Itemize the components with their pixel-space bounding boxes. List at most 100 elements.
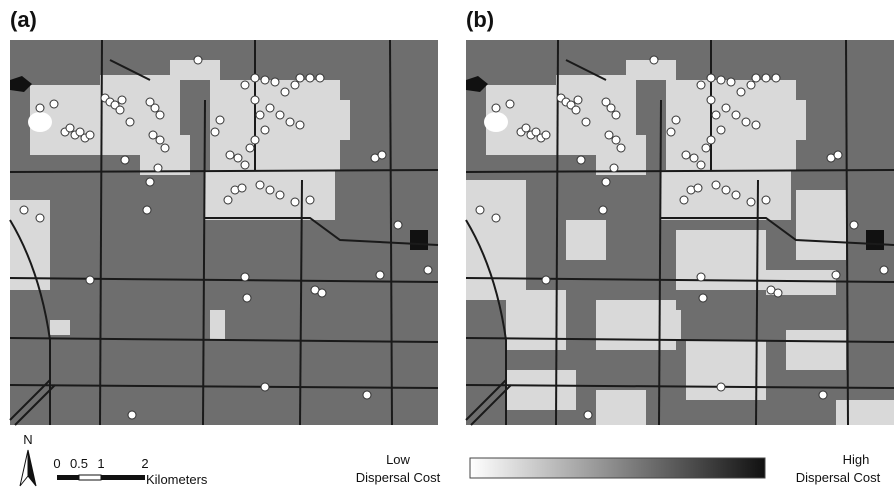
road <box>389 39 393 426</box>
sample-site <box>270 77 280 87</box>
sample-site <box>240 272 250 282</box>
sample-site <box>849 220 859 230</box>
low-cost-patch <box>10 200 50 290</box>
gradient-bar <box>469 457 766 479</box>
sample-site <box>833 150 843 160</box>
map-panel <box>465 39 894 426</box>
sample-site <box>531 127 541 137</box>
low-cost-patch <box>170 60 220 80</box>
road <box>465 384 894 389</box>
sample-site <box>127 410 137 420</box>
legend-low: Dispersal Cost <box>356 470 441 485</box>
north-label: N <box>23 432 32 447</box>
sample-site <box>771 73 781 83</box>
road <box>9 169 439 173</box>
sample-site <box>153 163 163 173</box>
sample-site <box>711 180 721 190</box>
sample-site <box>393 220 403 230</box>
sample-site <box>761 73 771 83</box>
sample-site <box>831 270 841 280</box>
map-panel <box>9 39 439 426</box>
low-cost-patch <box>596 300 676 350</box>
low-cost-patch <box>796 190 846 260</box>
sample-site <box>601 97 611 107</box>
low-cost-patch <box>310 100 350 140</box>
road <box>205 217 439 246</box>
sample-site <box>245 143 255 153</box>
road <box>555 39 559 426</box>
sample-site <box>681 150 691 160</box>
road <box>109 59 151 81</box>
sample-site <box>85 275 95 285</box>
legend-low: Low <box>386 452 410 467</box>
sample-site <box>223 195 233 205</box>
sample-site <box>541 275 551 285</box>
sample-site <box>295 120 305 130</box>
sample-site <box>215 115 225 125</box>
low-cost-patch <box>836 400 894 425</box>
road <box>465 337 894 343</box>
sample-site <box>210 127 220 137</box>
lake <box>484 112 508 132</box>
sample-site <box>773 288 783 298</box>
sample-site <box>751 120 761 130</box>
sample-site <box>731 190 741 200</box>
sample-site <box>716 125 726 135</box>
panel-label: (a) <box>10 7 37 32</box>
road <box>465 219 507 425</box>
sample-site <box>305 73 315 83</box>
road <box>299 179 303 426</box>
sample-site <box>573 95 583 105</box>
sample-site <box>666 127 676 137</box>
sample-site <box>746 80 756 90</box>
legend-high: Dispersal Cost <box>796 470 881 485</box>
sample-site <box>290 197 300 207</box>
low-cost-patch <box>506 370 576 410</box>
low-cost-patch <box>205 170 335 220</box>
sample-site <box>317 288 327 298</box>
sample-site <box>541 130 551 140</box>
sample-site <box>746 197 756 207</box>
sample-site <box>150 103 160 113</box>
sample-site <box>250 95 260 105</box>
road <box>565 59 607 81</box>
north-arrow: N <box>19 432 37 487</box>
road <box>9 219 51 425</box>
sample-site <box>225 150 235 160</box>
sample-site <box>193 55 203 65</box>
low-cost-patch <box>140 135 190 175</box>
sample-site <box>696 160 706 170</box>
low-cost-patch <box>466 180 526 300</box>
low-cost-patch <box>596 135 646 175</box>
sample-site <box>120 155 130 165</box>
sample-site <box>155 110 165 120</box>
sample-site <box>583 410 593 420</box>
sample-site <box>611 110 621 120</box>
low-cost-patch <box>566 220 606 260</box>
road <box>658 99 662 426</box>
sample-site <box>576 155 586 165</box>
sample-site <box>706 95 716 105</box>
sample-site <box>155 135 165 145</box>
sample-site <box>125 117 135 127</box>
sample-site <box>148 130 158 140</box>
sample-site <box>505 99 515 109</box>
sample-site <box>75 127 85 137</box>
sample-site <box>142 205 152 215</box>
sample-site <box>601 177 611 187</box>
sample-site <box>242 293 252 303</box>
sample-site <box>696 272 706 282</box>
sample-site <box>65 123 75 133</box>
sample-site <box>571 105 581 115</box>
low-cost-patch <box>626 60 676 80</box>
sample-site <box>377 150 387 160</box>
road <box>470 384 512 426</box>
low-cost-patch <box>210 310 225 340</box>
sample-site <box>265 103 275 113</box>
urban-area <box>866 230 884 250</box>
low-cost-patch <box>766 100 806 140</box>
sample-site <box>145 97 155 107</box>
sample-site <box>611 135 621 145</box>
sample-site <box>604 130 614 140</box>
